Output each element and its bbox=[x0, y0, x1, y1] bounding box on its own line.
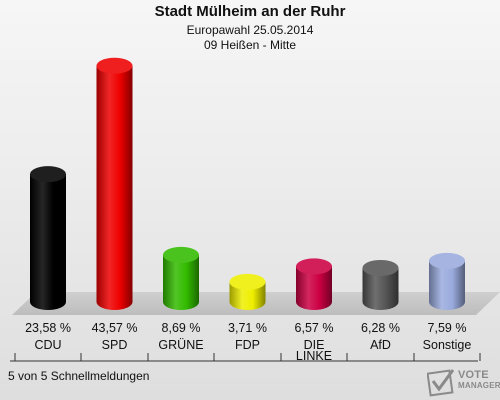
value-label-afd: 6,28 % bbox=[361, 321, 400, 335]
category-label-spd: SPD bbox=[102, 338, 128, 352]
bar-spd bbox=[96, 65, 133, 310]
category-label-afd: AfD bbox=[370, 338, 391, 352]
value-label-cdu: 23,58 % bbox=[25, 321, 71, 335]
value-label-grüne: 8,69 % bbox=[162, 321, 201, 335]
bar-top-cdu bbox=[30, 166, 66, 183]
category-label-die-linke: LINKE bbox=[296, 349, 332, 363]
bar-chart: 23,58 % CDU 43,57 % SPD 8,69 % GRÜNE 3,71 % FDP… bbox=[10, 57, 500, 363]
logo-text-manager: MANAGER bbox=[458, 381, 500, 390]
category-label-sonstige: Sonstige bbox=[423, 338, 472, 352]
logo-check-icon bbox=[427, 369, 455, 397]
category-label-die-linke: DIE bbox=[304, 338, 325, 352]
bar-fdp bbox=[229, 281, 266, 310]
bar-top-die-linke bbox=[296, 258, 332, 275]
category-label-grüne: GRÜNE bbox=[158, 338, 203, 352]
bar-die-linke bbox=[296, 266, 332, 310]
logo-text-vote: VOTE bbox=[458, 369, 489, 381]
value-label-die-linke: 6,57 % bbox=[295, 321, 334, 335]
chart-subtitle-election: Europawahl 25.05.2014 bbox=[186, 23, 314, 37]
chart-subtitle-district: 09 Heißen - Mitte bbox=[203, 38, 297, 52]
bar-top-grüne bbox=[163, 246, 199, 263]
value-label-fdp: 3,71 % bbox=[228, 321, 267, 335]
bar-cdu bbox=[30, 174, 66, 310]
category-label-cdu: CDU bbox=[34, 338, 61, 352]
bar-top-afd bbox=[362, 259, 399, 276]
category-label-fdp: FDP bbox=[235, 338, 260, 352]
bar-top-fdp bbox=[229, 273, 266, 290]
footer-status: 5 von 5 Schnellmeldungen bbox=[8, 369, 150, 383]
value-label-spd: 43,57 % bbox=[92, 321, 138, 335]
bar-sonstige bbox=[429, 260, 465, 310]
bar-top-spd bbox=[96, 57, 133, 74]
value-label-sonstige: 7,59 % bbox=[428, 321, 467, 335]
bar-top-sonstige bbox=[429, 252, 465, 269]
bar-grüne bbox=[163, 254, 199, 310]
chart-title: Stadt Mülheim an der Ruhr bbox=[154, 3, 346, 20]
vote-manager-logo bbox=[427, 369, 455, 397]
bar-afd bbox=[362, 267, 399, 310]
